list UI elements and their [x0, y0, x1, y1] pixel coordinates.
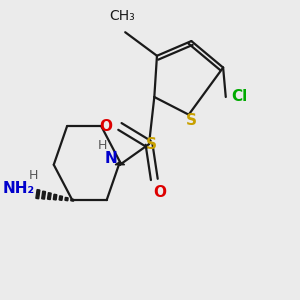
Polygon shape: [36, 190, 40, 199]
Text: H: H: [98, 139, 107, 152]
Text: N: N: [104, 151, 117, 166]
Text: O: O: [99, 119, 112, 134]
Text: CH₃: CH₃: [110, 9, 135, 23]
Polygon shape: [71, 199, 74, 201]
Text: O: O: [153, 185, 166, 200]
Polygon shape: [65, 197, 68, 201]
Polygon shape: [53, 194, 57, 200]
Text: S: S: [186, 113, 197, 128]
Text: NH₂: NH₂: [3, 181, 35, 196]
Text: Cl: Cl: [231, 89, 247, 104]
Polygon shape: [47, 193, 51, 200]
Polygon shape: [42, 191, 46, 199]
Polygon shape: [59, 196, 62, 200]
Text: H: H: [29, 169, 39, 182]
Polygon shape: [115, 162, 125, 165]
Text: S: S: [146, 136, 157, 152]
